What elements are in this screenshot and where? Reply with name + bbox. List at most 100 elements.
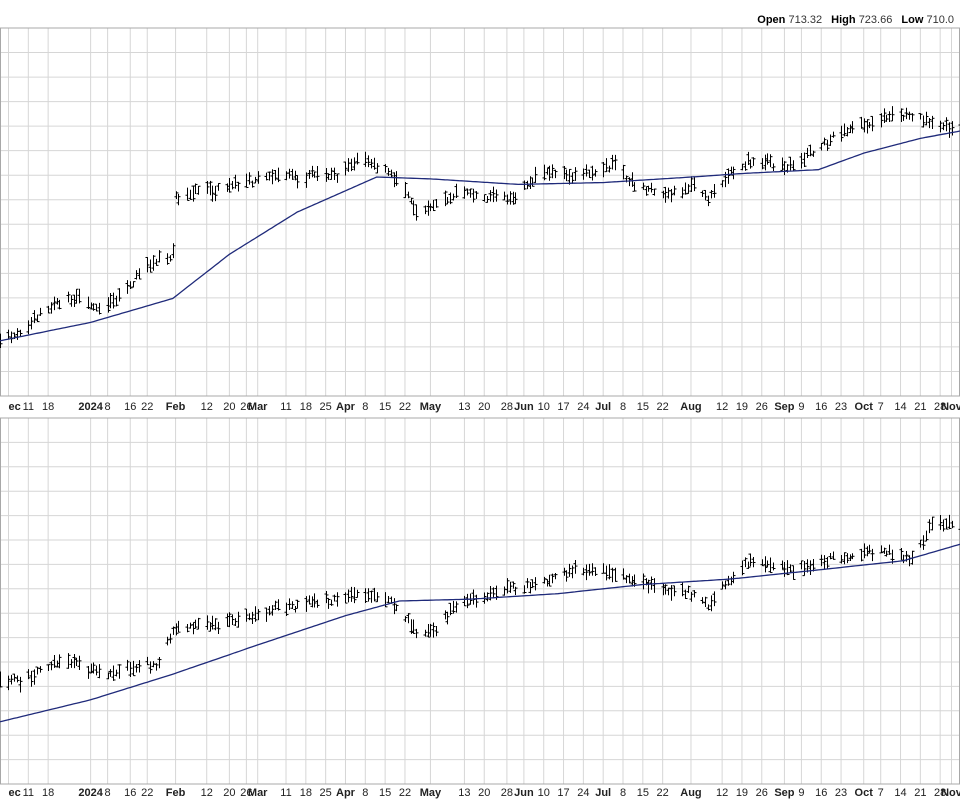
- price-bar: [526, 181, 530, 189]
- price-bar: [529, 582, 533, 593]
- price-bar: [667, 188, 671, 199]
- price-bar: [211, 616, 215, 630]
- price-bar: [846, 127, 850, 136]
- price-bar: [197, 186, 201, 195]
- x-tick-label: 22: [399, 787, 411, 799]
- price-bar: [228, 178, 232, 193]
- price-bar: [73, 295, 77, 307]
- price-bar: [16, 675, 20, 682]
- price-bar: [868, 545, 872, 554]
- price-bar: [806, 148, 810, 158]
- price-bar: [766, 153, 770, 164]
- x-tick-label: 17: [557, 787, 569, 799]
- price-bar: [741, 560, 745, 575]
- high-label: High: [831, 14, 855, 26]
- x-tick-label: 22: [657, 401, 669, 413]
- price-bar: [769, 154, 773, 167]
- price-bar: [367, 155, 371, 167]
- price-bar: [336, 592, 340, 606]
- x-tick-label: Mar: [248, 401, 268, 413]
- price-bar: [860, 117, 864, 129]
- price-bar: [732, 167, 736, 180]
- x-tick-label: 24: [577, 401, 589, 413]
- x-tick-label: 20: [478, 787, 490, 799]
- price-bar: [713, 184, 717, 198]
- price-bar: [664, 187, 668, 203]
- price-bar: [169, 634, 173, 644]
- x-tick-label: 20: [223, 787, 235, 799]
- price-bar: [455, 184, 459, 198]
- price-bar: [642, 183, 646, 190]
- price-bar: [744, 557, 748, 567]
- price-bar: [296, 175, 300, 188]
- price-bar: [296, 600, 300, 608]
- price-bar: [710, 595, 714, 611]
- price-bar: [217, 622, 221, 634]
- price-bar: [87, 297, 91, 309]
- price-bar: [614, 155, 618, 170]
- price-bar: [863, 543, 867, 558]
- x-tick-label: 8: [362, 787, 368, 799]
- price-bar: [939, 515, 943, 530]
- price-bar: [39, 666, 43, 672]
- price-bar: [800, 561, 804, 570]
- price-bar: [891, 106, 895, 121]
- x-tick-label: 13: [458, 401, 470, 413]
- price-bar: [228, 612, 232, 627]
- price-bar: [662, 191, 666, 198]
- x-tick-label: 11: [280, 787, 291, 799]
- x-tick-label: Feb: [166, 787, 186, 799]
- price-bar: [395, 171, 399, 186]
- price-bar: [129, 662, 133, 677]
- price-bar: [868, 122, 872, 128]
- price-bar: [863, 118, 867, 132]
- price-bar: [217, 183, 221, 190]
- price-bar: [463, 186, 467, 198]
- price-bar: [158, 657, 162, 668]
- price-bar: [642, 574, 646, 590]
- price-bar: [356, 590, 360, 598]
- price-bar: [475, 595, 479, 608]
- price-bar: [690, 592, 694, 602]
- price-bar: [407, 613, 411, 623]
- price-bar: [308, 595, 312, 604]
- price-bar: [95, 666, 99, 676]
- price-bar: [353, 587, 357, 603]
- price-bar: [670, 189, 674, 202]
- price-bar: [166, 253, 170, 264]
- price-bar: [75, 289, 79, 303]
- price-bar: [126, 280, 130, 294]
- x-tick-label: 8: [105, 401, 111, 413]
- price-bar: [551, 164, 555, 178]
- price-bar: [316, 600, 320, 608]
- price-bar: [39, 308, 43, 316]
- open-value: 713.32: [788, 14, 822, 26]
- price-bar: [948, 515, 952, 529]
- x-tick-label: Apr: [336, 401, 356, 413]
- x-tick-label: 11: [23, 787, 34, 799]
- price-bar: [503, 586, 507, 595]
- price-bar: [605, 158, 609, 172]
- moving-average-line: [0, 131, 960, 341]
- x-tick-label: 19: [736, 401, 748, 413]
- x-tick-label: 12: [201, 787, 213, 799]
- price-bar: [772, 163, 776, 171]
- x-tick-label: Jun: [514, 401, 534, 413]
- x-tick-label: 24: [577, 787, 589, 799]
- x-tick-label: 22: [141, 401, 153, 413]
- price-bar: [158, 250, 162, 262]
- x-tick-label: 9: [798, 787, 804, 799]
- price-bar: [608, 564, 612, 579]
- price-bar: [251, 181, 255, 188]
- x-tick-label: 11: [23, 401, 34, 413]
- price-bar: [429, 624, 433, 637]
- price-bar: [407, 192, 411, 199]
- price-bar: [415, 204, 419, 220]
- price-bar: [370, 591, 374, 603]
- x-tick-label: 11: [280, 401, 291, 413]
- x-tick-label: 23: [835, 401, 847, 413]
- price-bar: [902, 115, 906, 121]
- price-bar: [135, 270, 139, 279]
